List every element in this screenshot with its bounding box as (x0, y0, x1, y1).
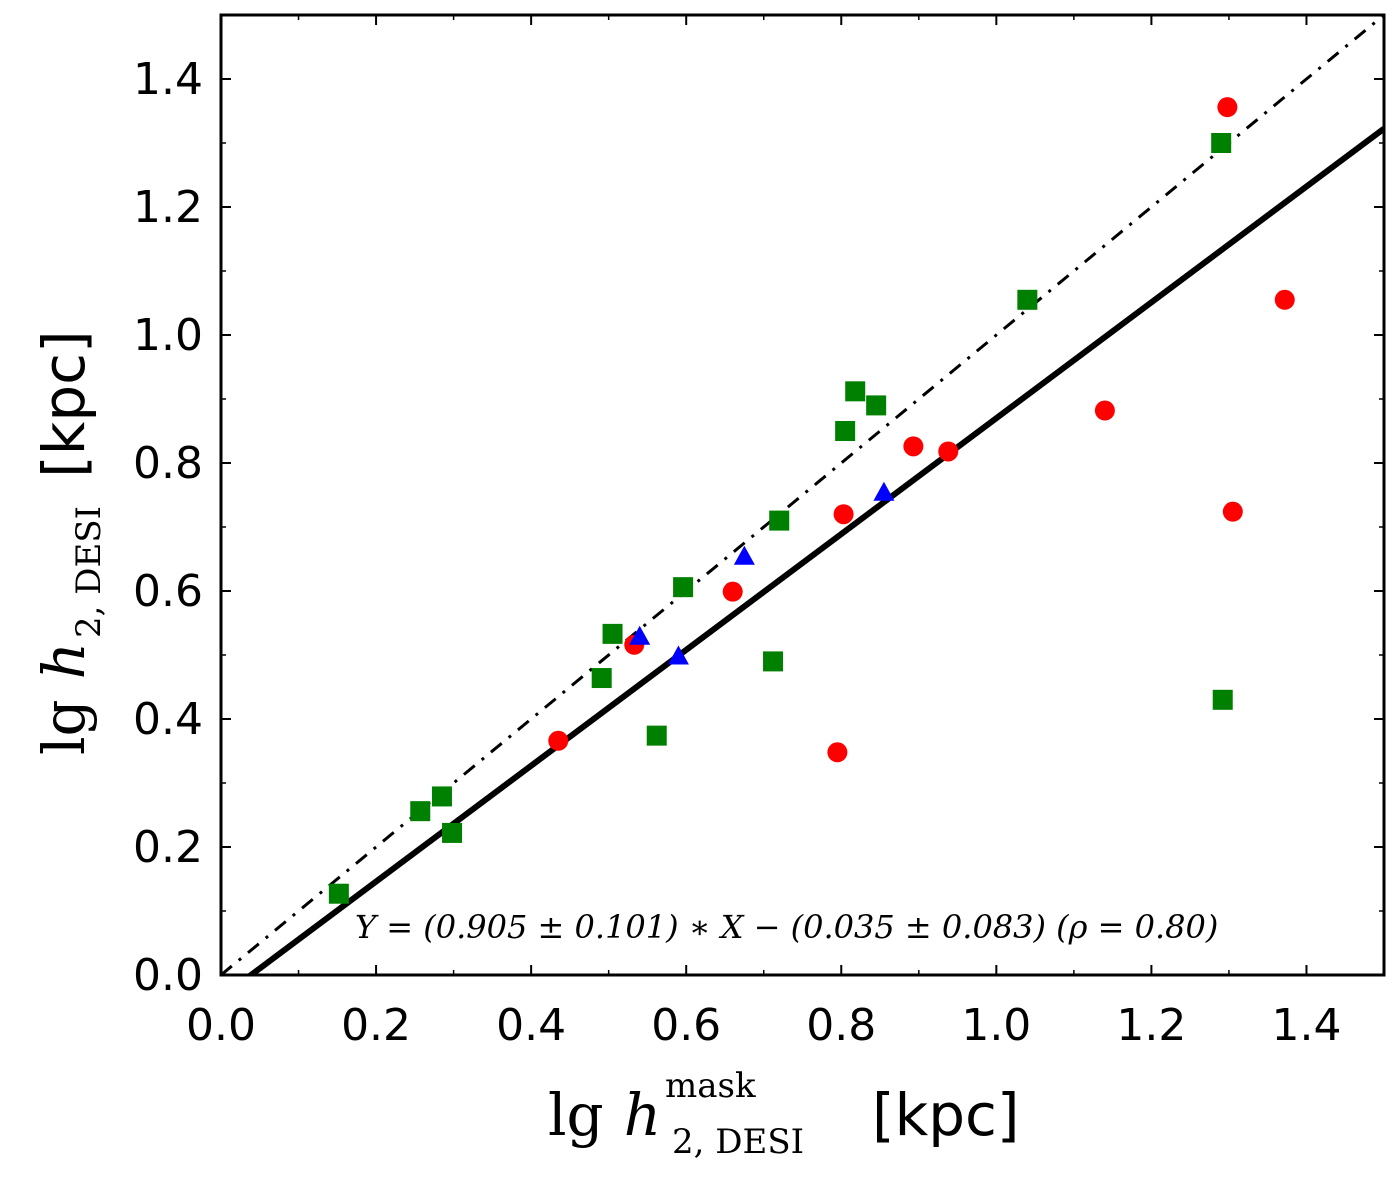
tick-labels: 0.0 0.2 0.4 0.6 0.8 1.0 1.2 1.4 0.0 0.2 0.4 0.6 0.8 1… (133, 54, 1341, 1051)
x-tick-label: 0.6 (651, 1000, 721, 1051)
point-green-square (1211, 133, 1232, 153)
x-tick-label: 0.0 (186, 1000, 256, 1051)
point-red-circle (1094, 400, 1115, 421)
point-red-circle (827, 742, 848, 763)
x-tick-label: 0.8 (806, 1000, 876, 1051)
point-green-square (591, 668, 612, 689)
y-tick-label: 0.6 (133, 566, 203, 617)
y-tick-label: 1.0 (133, 310, 203, 361)
y-tick-label: 0.8 (133, 438, 203, 489)
point-green-square (673, 577, 694, 598)
y-axis-label: lg h 2, DESI [kpc] (30, 330, 109, 755)
point-green-square (866, 395, 887, 416)
point-red-circle (938, 441, 959, 462)
point-red-circle (1217, 97, 1238, 118)
x-tick-label: 1.0 (961, 1000, 1031, 1051)
point-green-square (410, 801, 431, 822)
point-blue-triangle (629, 625, 651, 645)
point-green-square (431, 786, 452, 807)
plot-frame (219, 13, 1386, 977)
x-tick-label: 1.4 (1271, 1000, 1341, 1051)
y-tick-label: 1.2 (133, 182, 203, 233)
x-tick-label: 0.2 (341, 1000, 411, 1051)
point-red-circle (833, 504, 854, 525)
point-red-circle (903, 436, 924, 457)
x-tick-label: 0.4 (496, 1000, 566, 1051)
point-green-square (1017, 289, 1038, 310)
point-green-square (646, 725, 667, 746)
point-red-circle (722, 581, 743, 602)
fit-line (245, 126, 1384, 975)
point-green-square (442, 822, 463, 843)
y-tick-label: 0.2 (133, 822, 203, 873)
point-green-square (328, 883, 349, 904)
y-tick-label: 1.4 (133, 54, 203, 105)
point-blue-triangle (873, 481, 895, 501)
point-green-square (769, 510, 790, 531)
point-red-circle (548, 730, 569, 751)
fit-annotation: Y = (0.905 ± 0.101) ∗ X − (0.035 ± 0.083… (355, 908, 1218, 946)
point-green-square (602, 623, 623, 644)
point-green-square (1212, 689, 1233, 710)
y-tick-label: 0.4 (133, 694, 203, 745)
point-green-square (835, 421, 856, 441)
point-red-circle (1274, 289, 1295, 310)
point-red-circle (1222, 501, 1243, 522)
x-axis-label: lg h mask 2, DESI [kpc] (548, 1066, 1020, 1162)
point-green-square (763, 651, 784, 672)
data-points (328, 97, 1295, 904)
y-tick-label: 0.0 (133, 950, 203, 1001)
x-tick-label: 1.2 (1116, 1000, 1186, 1051)
point-green-square (845, 381, 866, 402)
point-blue-triangle (667, 645, 689, 665)
point-blue-triangle (733, 545, 755, 565)
